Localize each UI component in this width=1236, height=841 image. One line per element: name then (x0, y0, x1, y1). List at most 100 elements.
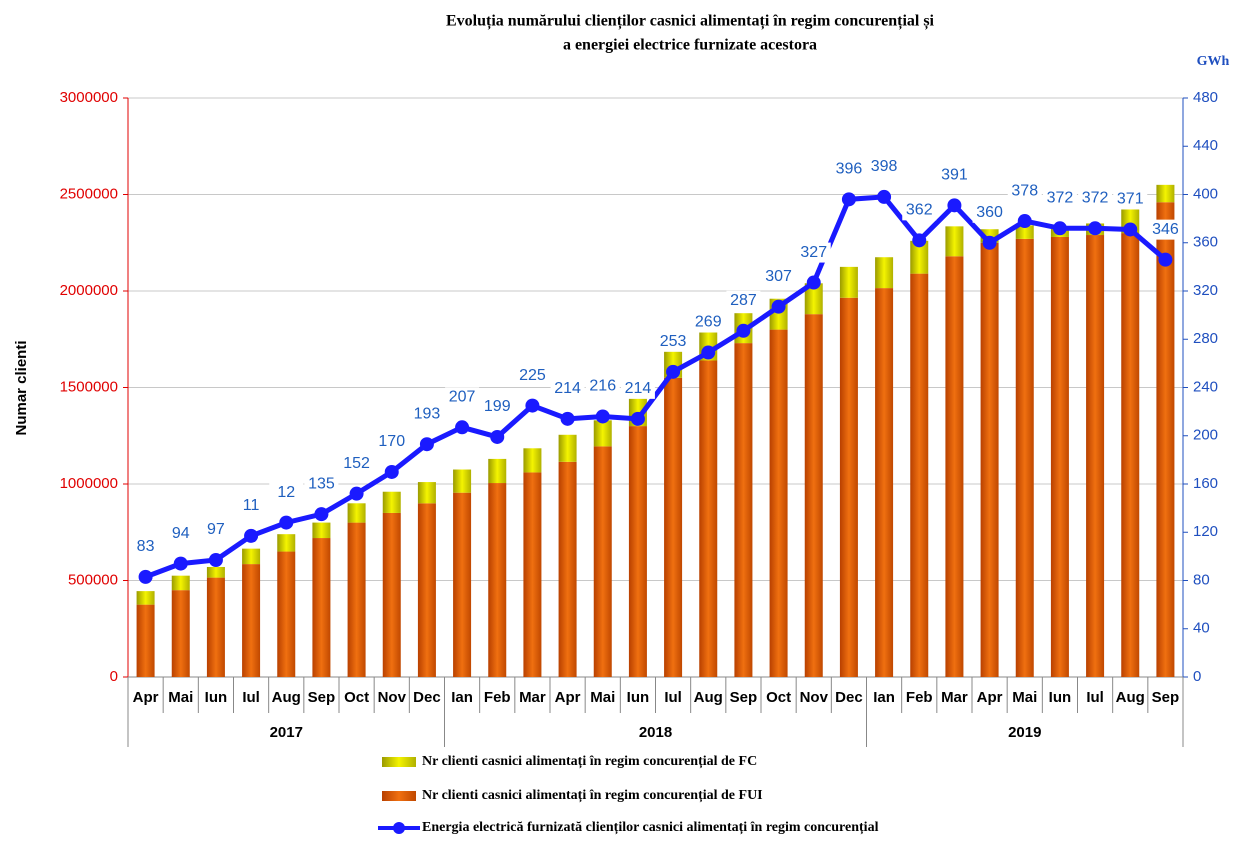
bar (312, 522, 331, 539)
y-tick-label: 0 (110, 668, 118, 685)
y-tick-label: 2000000 (60, 282, 118, 299)
x-tick-label: Dec (413, 689, 441, 706)
line-marker (1052, 221, 1067, 236)
label-bg (128, 536, 163, 557)
data-label: 253 (660, 333, 687, 350)
bar (136, 591, 155, 605)
bar (382, 491, 401, 513)
y2-tick-label: 240 (1193, 378, 1218, 395)
label-bg (867, 156, 902, 177)
line-marker (244, 528, 259, 543)
y2-tick-label: 400 (1193, 185, 1218, 202)
bar (523, 472, 542, 677)
label-bg (726, 290, 761, 311)
data-label: 372 (1082, 189, 1109, 206)
x-tick-label: Apr (133, 689, 159, 706)
data-label: 214 (625, 380, 652, 397)
line-marker (947, 198, 962, 213)
bar (1015, 225, 1034, 239)
line-marker (560, 411, 575, 426)
line-marker (666, 364, 681, 379)
y-tick-label: 1000000 (60, 475, 118, 492)
bar (910, 273, 929, 677)
label-bg (1078, 188, 1113, 209)
label-bg (480, 396, 515, 417)
line-marker (1158, 252, 1173, 267)
bar (242, 564, 261, 677)
line-marker (138, 569, 153, 584)
bar (171, 590, 190, 677)
y2-tick-label: 320 (1193, 282, 1218, 299)
x-tick-label: Ian (451, 689, 473, 706)
x-tick-label: Sep (308, 689, 336, 706)
group-label: 2019 (1008, 724, 1041, 741)
label-bg (585, 376, 620, 397)
bar (875, 288, 894, 677)
y2-tick-label: 280 (1193, 330, 1218, 347)
label-bg (620, 378, 655, 399)
legend-label: Nr clienti casnici alimentați în regim c… (422, 788, 763, 803)
line-marker (173, 556, 188, 571)
bar (206, 577, 225, 677)
x-tick-label: Sep (730, 689, 758, 706)
bar (839, 297, 858, 677)
data-label: 193 (414, 405, 441, 422)
bar (417, 482, 436, 504)
label-bg (445, 387, 480, 408)
label-bg (937, 165, 972, 186)
y2-tick-label: 0 (1193, 668, 1201, 685)
data-label: 170 (378, 433, 405, 450)
label-bg (550, 378, 585, 399)
x-tick-label: Oct (766, 689, 791, 706)
label-bg (831, 159, 866, 180)
x-tick-label: Feb (906, 689, 933, 706)
x-tick-label: Dec (835, 689, 863, 706)
y2-tick-label: 40 (1193, 620, 1210, 637)
data-label: 371 (1117, 191, 1144, 208)
bar (664, 377, 683, 677)
line-marker (349, 486, 364, 501)
data-label: 199 (484, 398, 511, 415)
label-bg (163, 523, 198, 544)
x-tick-label: Ian (873, 689, 895, 706)
y2-tick-label: 160 (1193, 475, 1218, 492)
x-tick-label: Apr (977, 689, 1003, 706)
group-label: 2017 (270, 724, 303, 741)
bar (206, 566, 225, 578)
y2-axis-label: GWh (1197, 54, 1230, 69)
y2-tick-label: 360 (1193, 234, 1218, 251)
bar (382, 512, 401, 677)
line-marker (1017, 214, 1032, 229)
label-bg (515, 365, 550, 386)
line-marker (982, 235, 997, 250)
chart-title: a energiei electrice furnizate acestora (563, 37, 817, 54)
data-label: 207 (449, 389, 476, 406)
line-marker (1123, 222, 1138, 237)
label-bg (972, 202, 1007, 223)
data-label: 287 (730, 292, 757, 309)
line-marker (806, 275, 821, 290)
bar (277, 551, 296, 677)
group-label: 2018 (639, 724, 672, 741)
data-label: 135 (308, 475, 335, 492)
data-label: 362 (906, 202, 933, 219)
bar (417, 503, 436, 677)
bar (1121, 233, 1140, 677)
line-marker (1088, 221, 1103, 236)
y2-tick-label: 80 (1193, 571, 1210, 588)
line-marker (419, 437, 434, 452)
data-label: 214 (554, 380, 581, 397)
y-tick-label: 3000000 (60, 89, 118, 106)
data-label: 327 (800, 244, 827, 261)
label-bg (1113, 189, 1148, 210)
label-bg (234, 495, 269, 516)
x-tick-label: Nov (378, 689, 407, 706)
data-label: 216 (589, 378, 616, 395)
bar (593, 446, 612, 677)
label-bg (656, 331, 691, 352)
bar (910, 240, 929, 274)
chart-title: Evoluția numărului clienților casnici al… (446, 13, 935, 31)
bar (593, 420, 612, 447)
x-tick-label: Iun (1049, 689, 1072, 706)
